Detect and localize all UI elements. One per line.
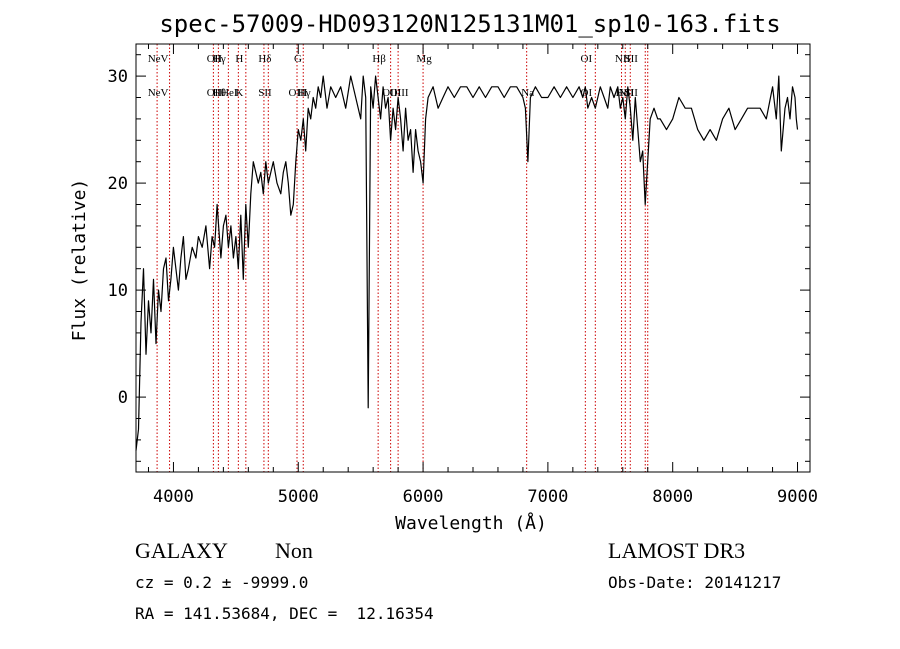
line-marker-label-lower: Hγ [298,87,311,99]
line-marker-label-upper: NeV [148,53,169,65]
object-subclass: Non [275,538,313,563]
line-marker-label-lower: Hθ [213,87,226,99]
spectrum-line [135,75,799,451]
y-tick-label: 0 [118,388,128,408]
x-tick-label: 7000 [527,487,568,507]
line-marker-label-upper: SII [625,53,639,65]
line-marker-label-upper: Mg [416,53,432,65]
y-tick-label: 20 [108,174,128,194]
line-marker-label-lower: OIII [390,87,409,99]
line-marker-label-upper: H [235,53,243,65]
x-tick-label: 5000 [278,487,319,507]
x-tick-label: 8000 [652,487,693,507]
line-marker-label-lower: HeI [221,87,238,99]
line-marker-label-upper: Hγ [213,53,226,65]
x-axis-label: Wavelength (Å) [395,512,547,534]
line-marker-label-lower: SII [258,87,272,99]
line-marker-label-upper: OI [581,53,593,65]
spectrum-series [135,75,799,451]
line-markers [156,44,649,472]
line-marker-label-lower: NeV [148,87,169,99]
line-marker-label-upper: OII [207,53,223,65]
survey-name: LAMOST DR3 [608,538,746,563]
line-marker-label-upper: Hβ [372,53,386,65]
object-class: GALAXY [135,538,228,563]
obs-date: Obs-Date: 20141217 [608,573,782,592]
x-axis: 4000 5000 6000 7000 8000 9000 [147,44,818,507]
redshift-cz: cz = 0.2 ± -9999.0 [135,573,309,592]
ra-dec-coords: RA = 141.53684, DEC = 12.16354 [135,604,434,623]
y-axis: 0 10 20 30 [108,54,810,462]
line-marker-label-lower: OII [207,87,223,99]
line-marker-label-upper: G [294,53,302,65]
x-tick-label: 9000 [777,487,818,507]
line-marker-label-lower: OIII [382,87,401,99]
x-tick-label: 4000 [153,487,194,507]
x-tick-label: 6000 [403,487,444,507]
line-marker-label-lower: NII [619,87,635,99]
line-marker-label-lower: OIII [289,87,308,99]
y-tick-label: 30 [108,67,128,87]
line-marker-label-upper: Hδ [258,53,271,65]
y-tick-label: 10 [108,281,128,301]
y-axis-label: Flux (relative) [69,179,90,342]
line-marker-label-lower: K [235,87,243,99]
line-marker-label-upper: NII [615,53,631,65]
chart-title: spec-57009-HD093120N125131M01_sp10-163.f… [159,10,780,38]
